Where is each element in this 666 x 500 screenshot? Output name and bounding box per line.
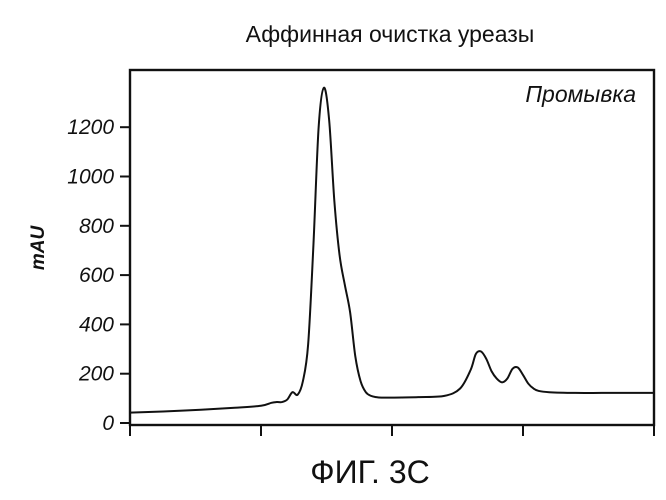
wash-annotation: Промывка	[525, 81, 636, 107]
y-tick-label: 200	[78, 363, 114, 386]
y-tick-label: 600	[79, 264, 114, 287]
y-tick-label: 0	[102, 412, 114, 435]
y-axis-ticks: 0 200 400 600 800 1000 1200	[67, 116, 130, 435]
chromatogram-line	[129, 86, 655, 414]
x-axis-ticks	[129, 425, 655, 436]
y-tick-label: 800	[79, 215, 114, 238]
y-tick-label: 1200	[67, 116, 114, 139]
y-tick-label: 400	[79, 313, 114, 336]
chart-title: Аффинная очистка уреазы	[246, 21, 535, 47]
data-points	[129, 87, 655, 414]
plot-frame	[128, 68, 656, 427]
figure-caption: ФИГ. 3С	[310, 454, 429, 490]
y-tick-label: 1000	[67, 166, 114, 189]
y-axis-label: mAU	[28, 225, 49, 271]
